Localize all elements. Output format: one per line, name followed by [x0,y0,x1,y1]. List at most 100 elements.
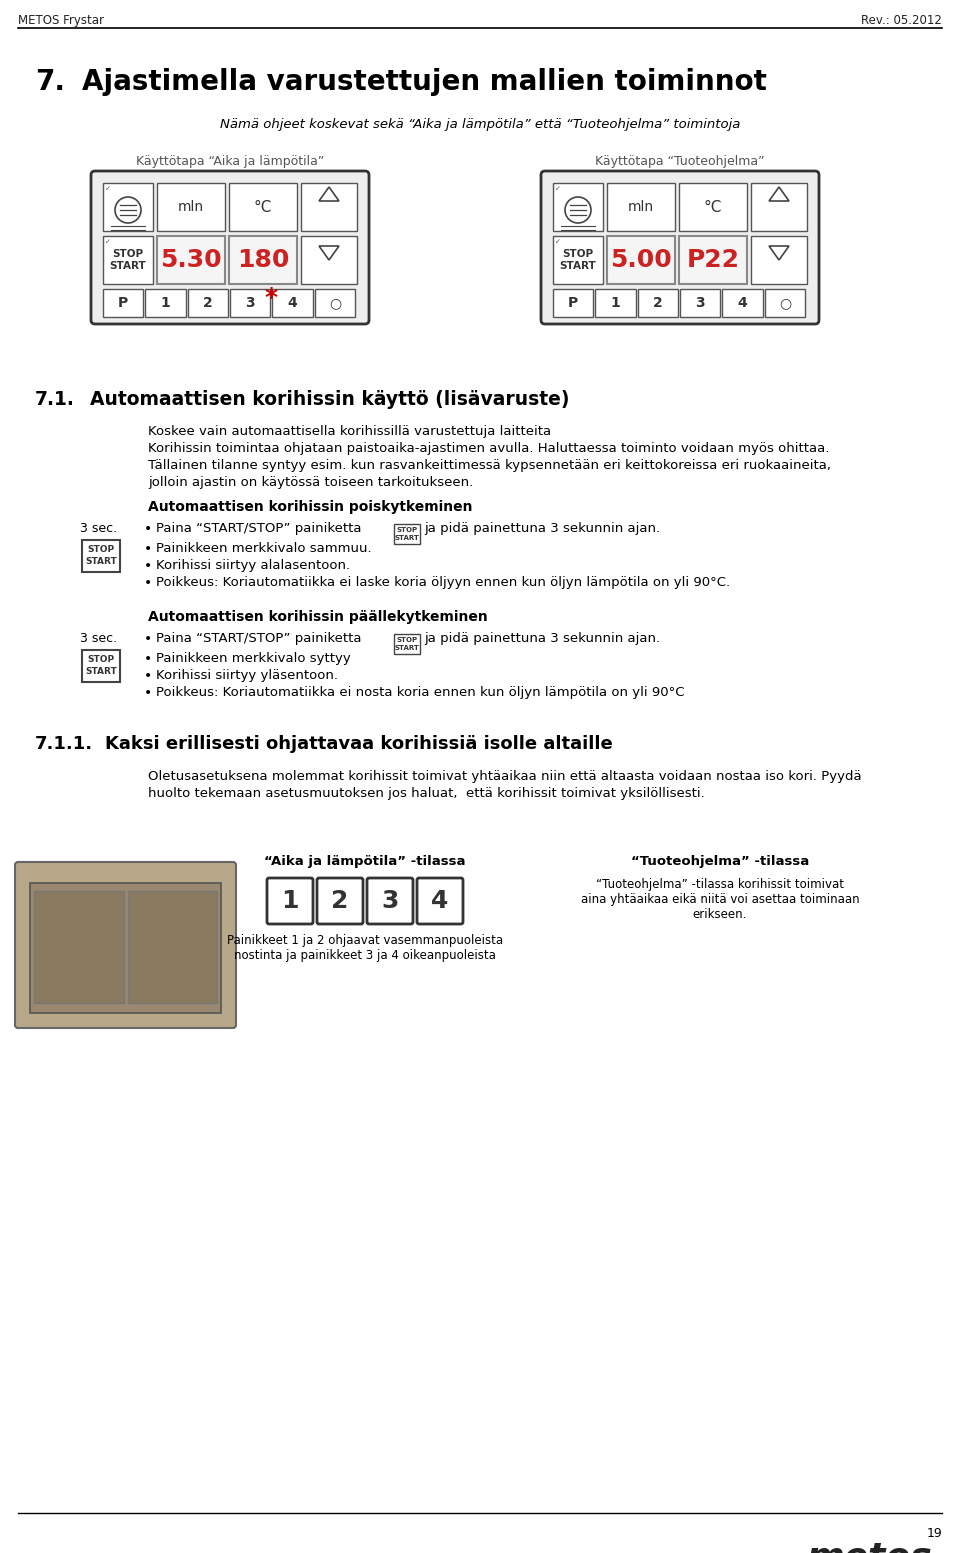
Text: P: P [118,297,129,311]
Text: “Aika ja lämpötila” -tilassa: “Aika ja lämpötila” -tilassa [264,856,466,868]
Text: 7.1.1.: 7.1.1. [35,735,93,753]
Text: 5.30: 5.30 [160,248,222,272]
Bar [394,634,420,654]
Text: Oletusasetuksena molemmat korihissit toimivat yhtäaikaa niin että altaasta voida: Oletusasetuksena molemmat korihissit toi… [148,770,862,783]
Bar [30,884,221,1013]
Text: “Tuoteohjelma” -tilassa korihissit toimivat: “Tuoteohjelma” -tilassa korihissit toimi… [596,877,844,891]
Bar [230,289,271,317]
Text: Ajastimella varustettujen mallien toiminnot: Ajastimella varustettujen mallien toimin… [82,68,767,96]
Bar [595,289,636,317]
Bar [553,183,603,231]
Text: •: • [144,669,153,683]
Text: •: • [144,652,153,666]
FancyBboxPatch shape [267,877,313,924]
Text: 3 sec.: 3 sec. [80,522,117,534]
Text: “Tuoteohjelma” -tilassa: “Tuoteohjelma” -tilassa [631,856,809,868]
Text: 4: 4 [737,297,748,311]
Bar [553,236,603,284]
Text: •: • [144,542,153,556]
Bar [34,891,124,1003]
Bar [82,651,120,682]
FancyBboxPatch shape [317,877,363,924]
Text: 3: 3 [246,297,255,311]
FancyBboxPatch shape [367,877,413,924]
FancyBboxPatch shape [417,877,463,924]
Text: nostinta ja painikkeet 3 ja 4 oikeanpuoleista: nostinta ja painikkeet 3 ja 4 oikeanpuol… [234,949,496,961]
Text: Painikkeen merkkivalo sammuu.: Painikkeen merkkivalo sammuu. [156,542,372,554]
Bar [637,289,678,317]
Bar [229,236,297,284]
Bar [273,289,313,317]
Text: °C: °C [704,199,722,214]
Text: 3 sec.: 3 sec. [80,632,117,644]
Text: Rev.: 05.2012: Rev.: 05.2012 [861,14,942,26]
Bar [145,289,185,317]
Bar [765,289,805,317]
Text: •: • [144,522,153,536]
Bar [82,540,120,572]
Bar [128,891,217,1003]
Text: Painikkeet 1 ja 2 ohjaavat vasemmanpuoleista: Painikkeet 1 ja 2 ohjaavat vasemmanpuole… [227,933,503,947]
FancyBboxPatch shape [541,171,819,325]
Text: 3: 3 [695,297,705,311]
Bar [301,236,357,284]
Text: Korihissi siirtyy yläsentoon.: Korihissi siirtyy yläsentoon. [156,669,338,682]
Text: Paina “START/STOP” painiketta: Paina “START/STOP” painiketta [156,522,362,534]
Text: 1: 1 [611,297,620,311]
Text: 3: 3 [381,888,398,913]
Text: 1: 1 [160,297,170,311]
Text: ✓: ✓ [105,186,110,193]
Text: jolloin ajastin on käytössä toiseen tarkoitukseen.: jolloin ajastin on käytössä toiseen tark… [148,477,473,489]
Bar [679,183,747,231]
Bar [103,236,153,284]
Text: 2: 2 [653,297,662,311]
Text: Automaattisen korihissin käyttö (lisävaruste): Automaattisen korihissin käyttö (lisävar… [90,390,569,408]
Bar [394,523,420,544]
Text: START: START [85,668,117,677]
Text: Tällainen tilanne syntyy esim. kun rasvankeittimessä kypsennetään eri keittokore: Tällainen tilanne syntyy esim. kun rasva… [148,460,831,472]
Text: huolto tekemaan asetusmuutoksen jos haluat,  että korihissit toimivat yksilöllis: huolto tekemaan asetusmuutoksen jos halu… [148,787,705,800]
Text: ○: ○ [779,297,791,311]
Text: ja pidä painettuna 3 sekunnin ajan.: ja pidä painettuna 3 sekunnin ajan. [424,522,660,534]
Text: STOP: STOP [87,655,114,665]
Text: 7.: 7. [35,68,65,96]
Text: Korihissin toimintaa ohjataan paistoaika-ajastimen avulla. Haluttaessa toiminto : Korihissin toimintaa ohjataan paistoaika… [148,443,829,455]
Bar [187,289,228,317]
Bar [157,183,225,231]
Text: 7.1.: 7.1. [35,390,75,408]
Text: STOP: STOP [112,248,144,259]
Bar [229,183,297,231]
Text: mln: mln [628,200,654,214]
Text: P: P [568,297,578,311]
Bar [722,289,762,317]
Text: ja pidä painettuna 3 sekunnin ajan.: ja pidä painettuna 3 sekunnin ajan. [424,632,660,644]
Text: ✓: ✓ [555,186,561,193]
Text: ✓: ✓ [555,239,561,245]
Text: P22: P22 [686,248,739,272]
Text: 5.00: 5.00 [611,248,672,272]
Text: STOP: STOP [396,637,418,643]
Bar [607,236,675,284]
Text: •: • [144,576,153,590]
Text: Automaattisen korihissin poiskytkeminen: Automaattisen korihissin poiskytkeminen [148,500,472,514]
FancyBboxPatch shape [15,862,236,1028]
Bar [679,236,747,284]
Text: •: • [144,632,153,646]
Text: Automaattisen korihissin päällekytkeminen: Automaattisen korihissin päällekytkemine… [148,610,488,624]
Text: 2: 2 [203,297,213,311]
Text: START: START [85,558,117,567]
Text: mln: mln [178,200,204,214]
Bar [157,236,225,284]
Text: 19: 19 [926,1527,942,1541]
Text: ✓: ✓ [105,239,110,245]
Text: Poikkeus: Koriautomatiikka ei laske koria öljyyn ennen kun öljyn lämpötila on yl: Poikkeus: Koriautomatiikka ei laske kori… [156,576,731,589]
Text: erikseen.: erikseen. [693,909,747,921]
Text: Käyttötapa “Tuoteohjelma”: Käyttötapa “Tuoteohjelma” [595,155,765,168]
FancyBboxPatch shape [91,171,369,325]
Text: Poikkeus: Koriautomatiikka ei nosta koria ennen kun öljyn lämpötila on yli 90°C: Poikkeus: Koriautomatiikka ei nosta kori… [156,686,684,699]
Text: Painikkeen merkkivalo syttyy: Painikkeen merkkivalo syttyy [156,652,350,665]
Bar [301,183,357,231]
Text: START: START [560,261,596,272]
Text: Nämä ohjeet koskevat sekä “Aika ja lämpötila” että “Tuoteohjelma” toimintoja: Nämä ohjeet koskevat sekä “Aika ja lämpö… [220,118,740,130]
Text: METOS Frystar: METOS Frystar [18,14,104,26]
